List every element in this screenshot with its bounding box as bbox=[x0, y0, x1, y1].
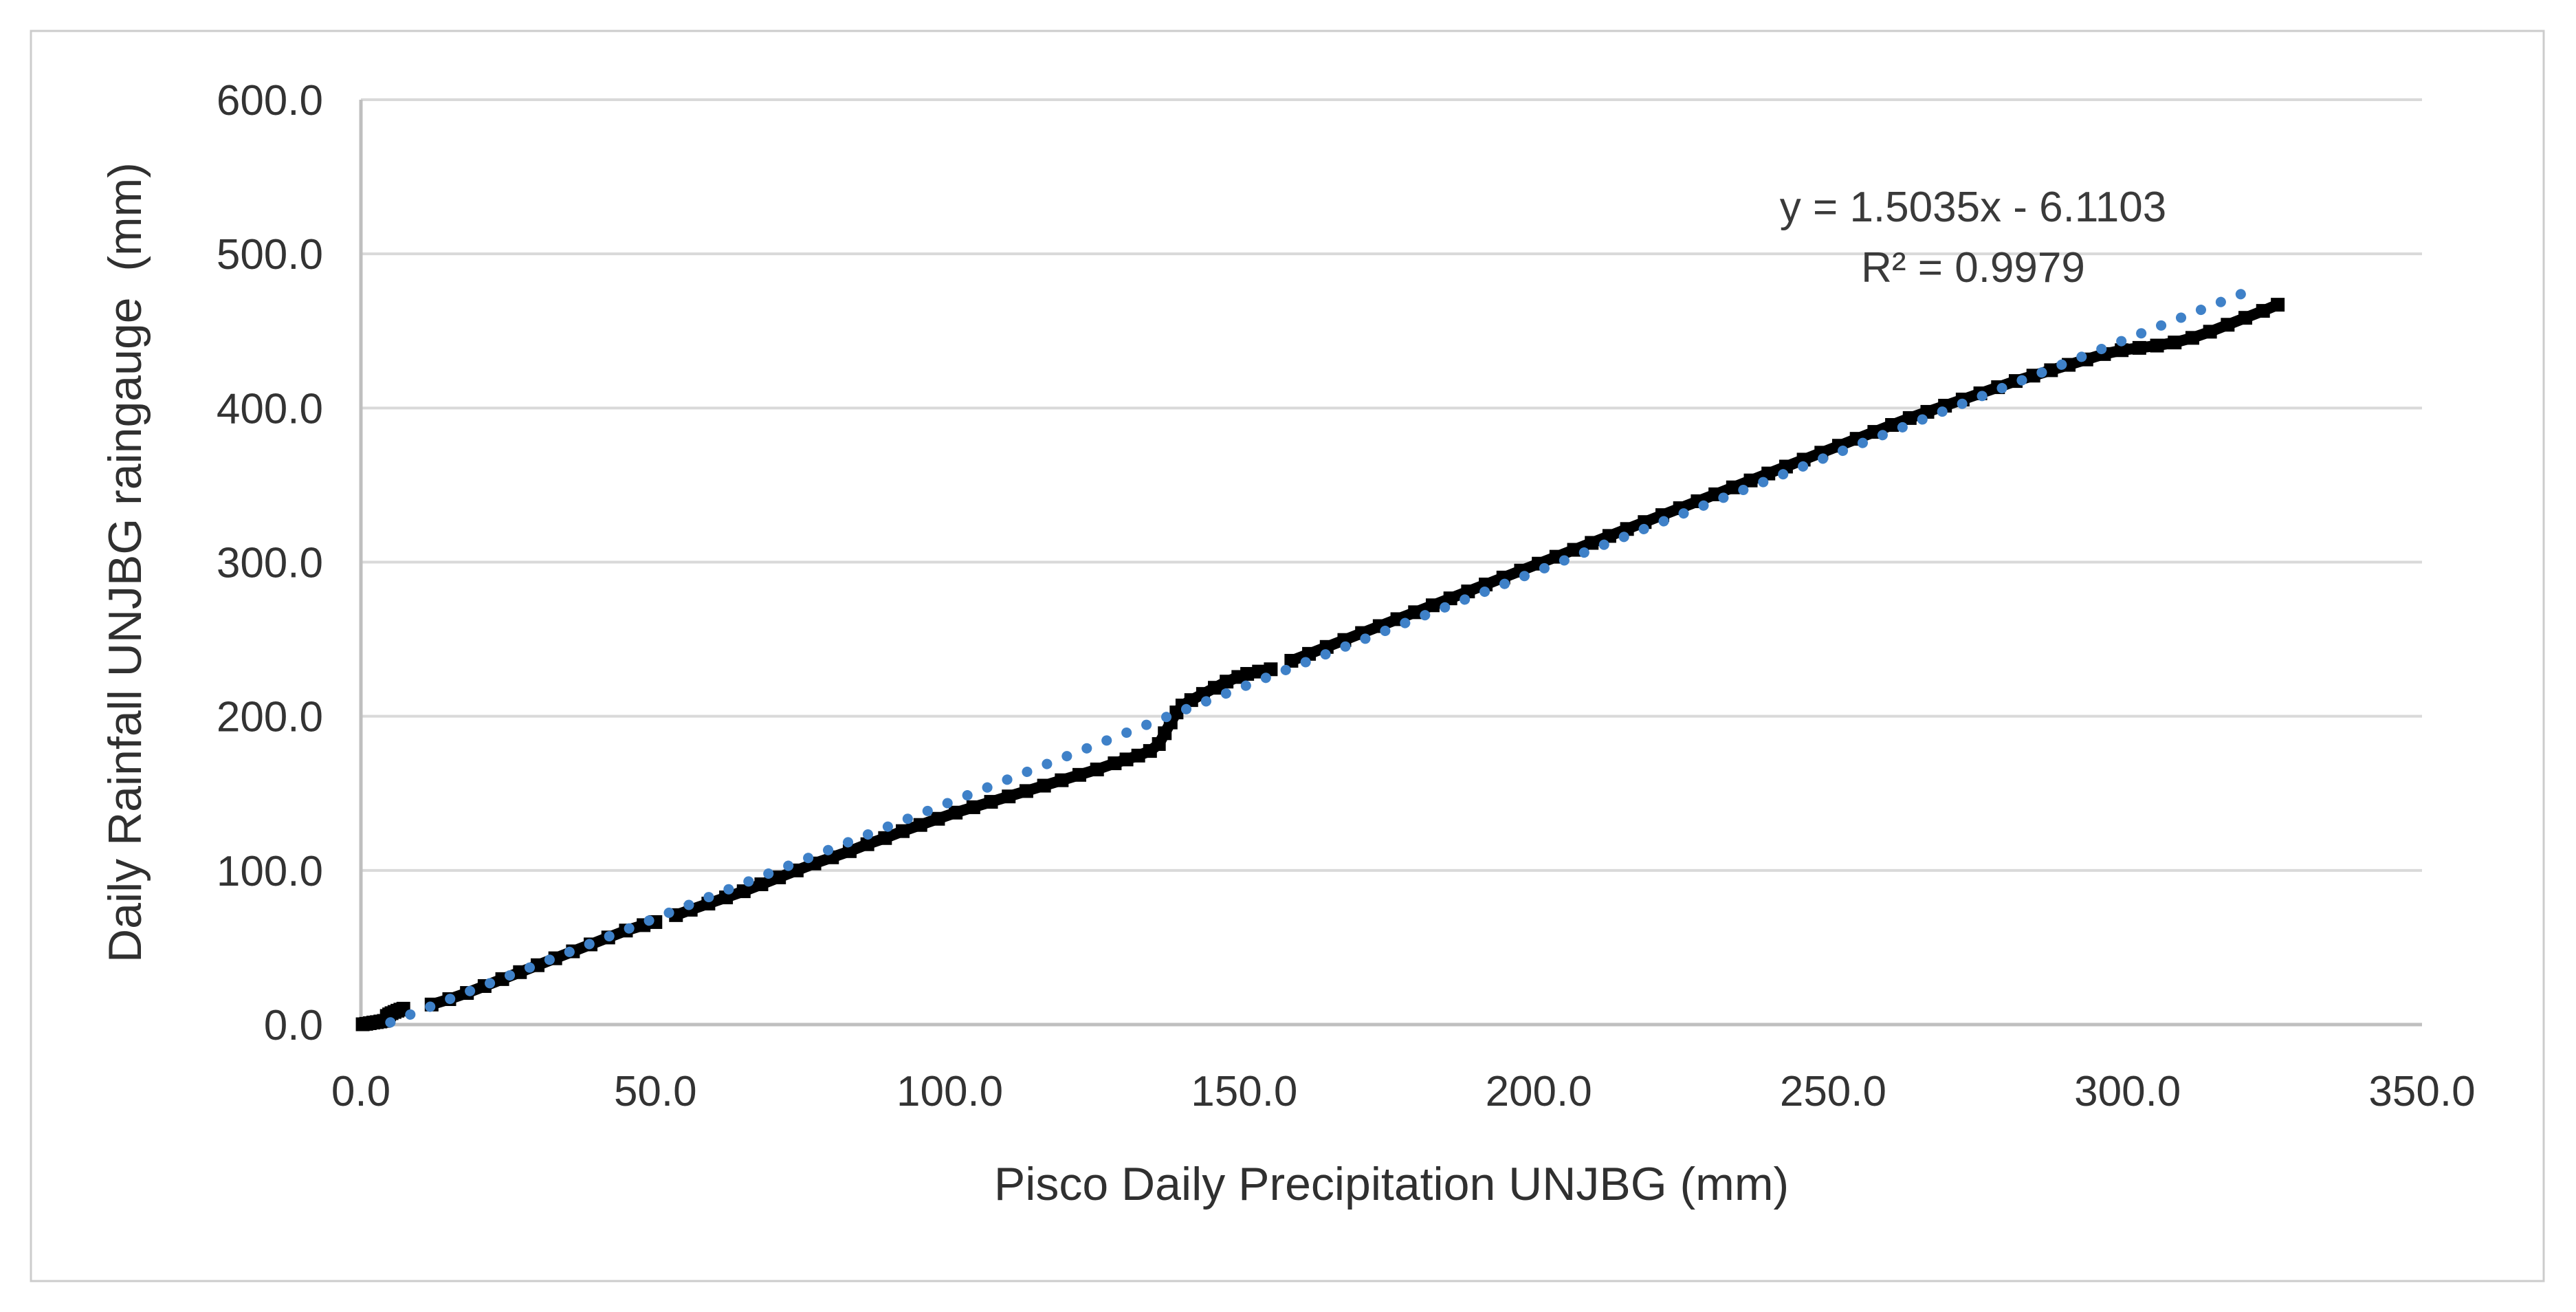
scatter-point bbox=[1284, 653, 1299, 668]
scatter-point bbox=[1055, 773, 1069, 787]
scatter-point bbox=[1885, 417, 1900, 432]
x-tick-label: 300.0 bbox=[2074, 1068, 2181, 1115]
y-tick-label: 100.0 bbox=[217, 848, 323, 895]
scatter-point bbox=[1425, 598, 1440, 613]
scatter-point bbox=[878, 831, 892, 845]
y-tick-label: 300.0 bbox=[217, 540, 323, 587]
y-axis-tick-labels: 0.0 100.0 200.0 300.0 400.0 500.0 600.0 bbox=[217, 77, 323, 1049]
scatter-point bbox=[1158, 726, 1172, 741]
scatter-point bbox=[2150, 338, 2164, 353]
scatter-point bbox=[513, 965, 527, 979]
scatter-point bbox=[2256, 304, 2270, 318]
scatter-point bbox=[1208, 681, 1222, 695]
x-tick-label: 100.0 bbox=[896, 1068, 1003, 1115]
scatter-point bbox=[2185, 331, 2199, 345]
scatter-point bbox=[736, 884, 751, 899]
y-tick-label: 200.0 bbox=[217, 694, 323, 741]
scatter-point bbox=[931, 811, 945, 826]
scatter-point bbox=[1761, 466, 1776, 481]
scatter-point bbox=[842, 844, 857, 858]
scatter-point bbox=[772, 870, 786, 884]
scatter-point bbox=[1152, 737, 1166, 752]
y-tick-label: 500.0 bbox=[217, 231, 323, 278]
scatter-point bbox=[1131, 748, 1145, 763]
y-tick-label: 600.0 bbox=[217, 77, 323, 124]
scatter-point bbox=[966, 800, 980, 814]
x-axis-title: Pisco Daily Precipitation UNJBG (mm) bbox=[994, 1158, 1789, 1210]
x-tick-label: 250.0 bbox=[1780, 1068, 1886, 1115]
trendline-equation: y = 1.5035x - 6.1103 bbox=[1780, 184, 2166, 231]
trendline bbox=[385, 281, 2265, 1028]
scatter-point bbox=[913, 818, 927, 832]
scatter-point bbox=[1743, 473, 1758, 488]
scatter-point bbox=[860, 837, 874, 851]
scatter-point bbox=[896, 824, 910, 838]
scatter-point bbox=[2221, 318, 2235, 332]
scatter-point bbox=[1443, 591, 1457, 606]
scatter-point bbox=[1726, 480, 1740, 494]
scatter-point bbox=[1585, 536, 1599, 550]
scatter-point bbox=[1072, 767, 1087, 782]
axis-lines bbox=[359, 100, 2422, 1027]
scatter-point bbox=[2203, 325, 2217, 339]
trendline-r-squared: R² = 0.9979 bbox=[1861, 244, 2085, 292]
scatter-point bbox=[1019, 784, 1033, 798]
y-axis-title: Daily Rainfall UNJBG raingauge (mm) bbox=[99, 162, 151, 963]
x-tick-label: 200.0 bbox=[1486, 1068, 1592, 1115]
scatter-point bbox=[1119, 752, 1134, 767]
scatter-point bbox=[2115, 343, 2129, 358]
scatter-point bbox=[2271, 298, 2285, 312]
scatter-point bbox=[1002, 789, 1016, 804]
scatter-point bbox=[1108, 756, 1122, 771]
scatter-point bbox=[949, 805, 963, 820]
x-tick-label: 50.0 bbox=[614, 1068, 697, 1115]
y-tick-label: 400.0 bbox=[217, 385, 323, 433]
scatter-point bbox=[2238, 311, 2253, 325]
scatter-point bbox=[2168, 336, 2182, 350]
x-tick-label: 350.0 bbox=[2368, 1068, 2475, 1115]
scatter-point bbox=[984, 795, 998, 809]
scatter-point bbox=[1264, 662, 1278, 677]
scatter-point bbox=[2132, 340, 2146, 355]
x-axis-tick-labels: 0.0 50.0 100.0 150.0 200.0 250.0 300.0 350.0 bbox=[331, 1068, 2476, 1115]
scatter-point bbox=[1220, 675, 1234, 689]
scatter-point bbox=[1184, 693, 1198, 708]
scatter-point bbox=[754, 877, 769, 892]
y-tick-label: 0.0 bbox=[264, 1002, 323, 1049]
scatter-point bbox=[1090, 763, 1104, 777]
scatter-point bbox=[1567, 543, 1581, 557]
scatter-point bbox=[1602, 529, 1616, 543]
gridlines bbox=[361, 98, 2422, 872]
scatter-point bbox=[2044, 363, 2058, 378]
scatter-point bbox=[1408, 605, 1422, 620]
x-tick-label: 150.0 bbox=[1191, 1068, 1297, 1115]
scatter-point bbox=[1240, 667, 1255, 681]
trendline-dotted bbox=[385, 281, 2265, 1028]
scatter-series bbox=[355, 298, 2285, 1031]
scatter-point bbox=[1037, 778, 1051, 793]
x-tick-label: 0.0 bbox=[331, 1068, 390, 1115]
scatter-point bbox=[1902, 411, 1917, 425]
